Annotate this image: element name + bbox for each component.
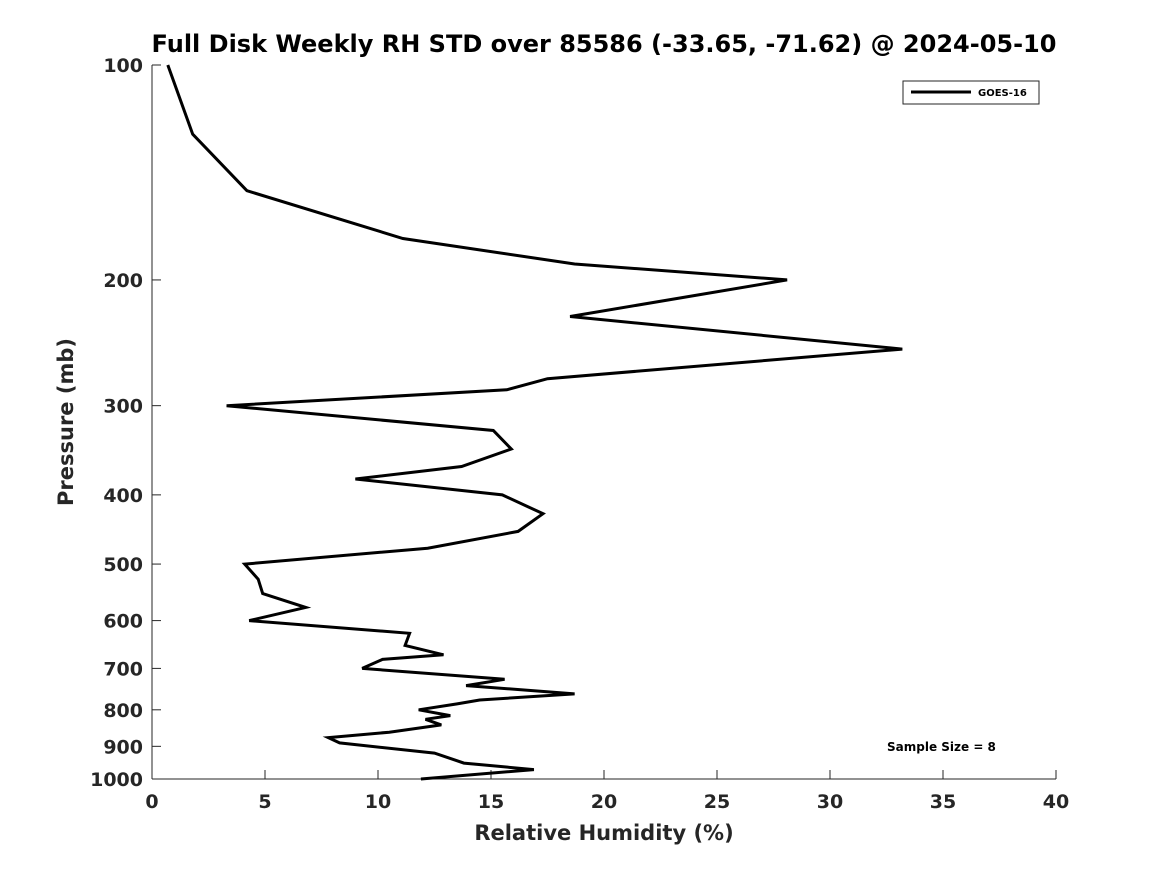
- y-tick-label: 200: [103, 270, 143, 292]
- legend: GOES-16: [902, 80, 1040, 105]
- y-tick-label: 1000: [90, 769, 143, 791]
- x-tick-label: 0: [145, 791, 158, 813]
- series-line-goes-16: [166, 64, 903, 781]
- x-tick-label: 20: [591, 791, 617, 813]
- y-tick-label: 400: [103, 485, 143, 507]
- x-tick-label: 5: [258, 791, 271, 813]
- y-tick-label: 700: [103, 658, 143, 680]
- x-tick-label: 10: [365, 791, 391, 813]
- x-tick-label: 30: [817, 791, 843, 813]
- y-tick-label: 800: [103, 700, 143, 722]
- y-tick-label: 900: [103, 736, 143, 758]
- chart-title: Full Disk Weekly RH STD over 85586 (-33.…: [152, 30, 1057, 58]
- y-tick-label: 600: [103, 611, 143, 633]
- x-tick-label: 15: [478, 791, 504, 813]
- plot-area: 0 5 10 15 20 25 30 35 40 100 200 300 400 500 600 700 80…: [90, 55, 1069, 813]
- legend-label-goes-16: GOES-16: [978, 88, 1027, 99]
- series-layer: [166, 64, 903, 781]
- x-ticks: 0 5 10 15 20 25 30 35 40: [145, 770, 1069, 813]
- x-tick-label: 35: [930, 791, 956, 813]
- y-tick-label: 500: [103, 554, 143, 576]
- y-ticks: 100 200 300 400 500 600 700 800 900 1000: [90, 55, 161, 791]
- y-tick-label: 300: [103, 396, 143, 418]
- sample-size-annotation: Sample Size = 8: [887, 740, 996, 754]
- x-tick-label: 40: [1043, 791, 1069, 813]
- y-axis-label: Pressure (mb): [54, 338, 78, 506]
- x-axis-label: Relative Humidity (%): [474, 821, 733, 845]
- y-tick-label: 100: [103, 55, 143, 77]
- x-tick-label: 25: [704, 791, 730, 813]
